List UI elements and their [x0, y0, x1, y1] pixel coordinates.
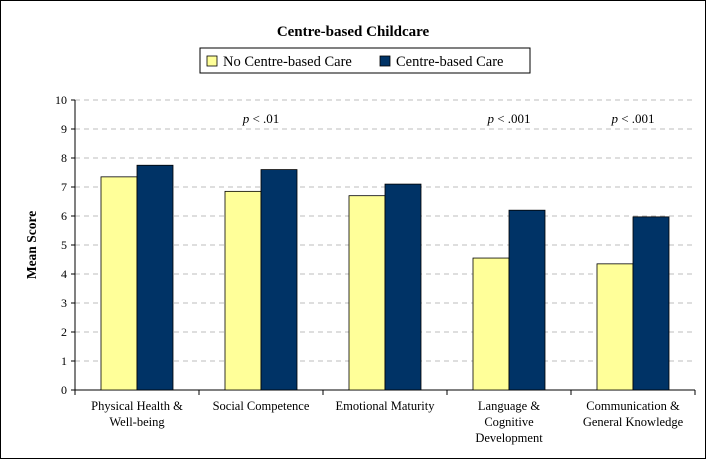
x-category-label: Emotional Maturity	[336, 399, 436, 413]
legend: No Centre-based Care Centre-based Care	[199, 47, 531, 74]
legend-box	[199, 47, 531, 74]
x-category-label: Language & Cognitive Development	[475, 399, 543, 445]
bar-no-centre-care	[472, 257, 510, 391]
y-tick-label: 6	[61, 209, 67, 223]
y-tick-label: 9	[61, 122, 67, 136]
chart-title: Centre-based Childcare	[277, 24, 430, 40]
legend-label-centre-care: Centre-based Care	[396, 54, 504, 70]
y-tick-label: 3	[61, 296, 67, 310]
significance-annotation: p < .001	[610, 111, 654, 126]
bar-no-centre-care	[596, 263, 634, 391]
y-tick-label: 4	[61, 267, 67, 281]
bar-centre-care	[384, 183, 422, 391]
significance-annotation: p < .001	[486, 111, 530, 126]
legend-swatch-no-centre-care	[206, 55, 218, 67]
y-tick-label: 5	[61, 238, 67, 252]
x-category-label: Social Competence	[213, 399, 310, 413]
bar-centre-care	[136, 164, 174, 391]
significance-annotation: p < .01	[242, 111, 280, 126]
y-tick-label: 1	[61, 354, 67, 368]
legend-label-no-centre-care: No Centre-based Care	[223, 54, 352, 70]
y-tick-label: 2	[61, 325, 67, 339]
y-axis-label: Mean Score	[24, 211, 39, 279]
bar-centre-care	[508, 209, 546, 391]
x-category-label: Physical Health & Well-being	[91, 399, 183, 429]
y-tick-label: 10	[55, 93, 67, 107]
bar-centre-care	[260, 169, 298, 391]
bar-no-centre-care	[224, 190, 262, 391]
plot-area: 0 1 2 3 4 5 6 7 8 9 10 Physical Health & Well-being S…	[55, 93, 696, 445]
y-tick-label: 8	[61, 151, 67, 165]
bar-centre-care	[632, 216, 670, 391]
y-tick-label: 0	[61, 383, 67, 397]
bar-no-centre-care	[348, 195, 386, 391]
legend-swatch-centre-care	[379, 55, 391, 67]
x-category-label: Communication & General Knowledge	[583, 399, 684, 429]
bar-no-centre-care	[100, 176, 138, 391]
y-tick-label: 7	[61, 180, 67, 194]
